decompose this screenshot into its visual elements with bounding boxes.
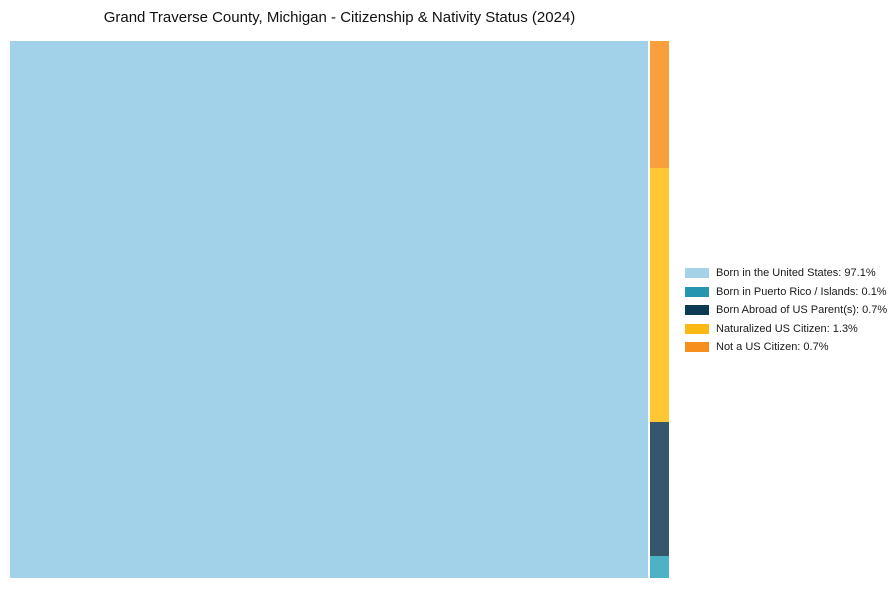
chart-title: Grand Traverse County, Michigan - Citize…: [103, 9, 576, 26]
legend-row-born-in-us: Born in the United States: 97.1%: [685, 264, 887, 283]
legend-label-born-in-puerto-rico: Born in Puerto Rico / Islands: 0.1%: [716, 285, 887, 298]
legend-swatch-naturalized: [685, 323, 709, 334]
treemap-tile-born-abroad-of-us-parents: [650, 422, 669, 556]
legend-label-born-abroad: Born Abroad of US Parent(s): 0.7%: [716, 304, 888, 317]
legend-label-not-citizen: Not a US Citizen: 0.7%: [716, 341, 829, 354]
treemap-tile-born-in-puerto-rico-islands: [650, 556, 669, 578]
legend: Born in the United States: 97.1% Born in…: [685, 264, 887, 357]
legend-swatch-not-citizen: [685, 342, 709, 353]
legend-swatch-born-in-us: [685, 268, 709, 279]
legend-row-born-abroad: Born Abroad of US Parent(s): 0.7%: [685, 301, 887, 320]
legend-row-not-citizen: Not a US Citizen: 0.7%: [685, 338, 887, 357]
legend-label-born-in-us: Born in the United States: 97.1%: [716, 267, 876, 280]
legend-label-naturalized: Naturalized US Citizen: 1.3%: [716, 322, 858, 335]
legend-swatch-born-in-puerto-rico: [685, 286, 709, 297]
treemap-tile-born-in-us: [10, 41, 648, 578]
treemap-tile-naturalized-us-citizen: [650, 168, 669, 422]
legend-row-born-in-puerto-rico: Born in Puerto Rico / Islands: 0.1%: [685, 283, 887, 302]
treemap-tile-not-a-us-citizen: [650, 41, 669, 168]
legend-swatch-born-abroad: [685, 305, 709, 316]
legend-row-naturalized: Naturalized US Citizen: 1.3%: [685, 320, 887, 339]
